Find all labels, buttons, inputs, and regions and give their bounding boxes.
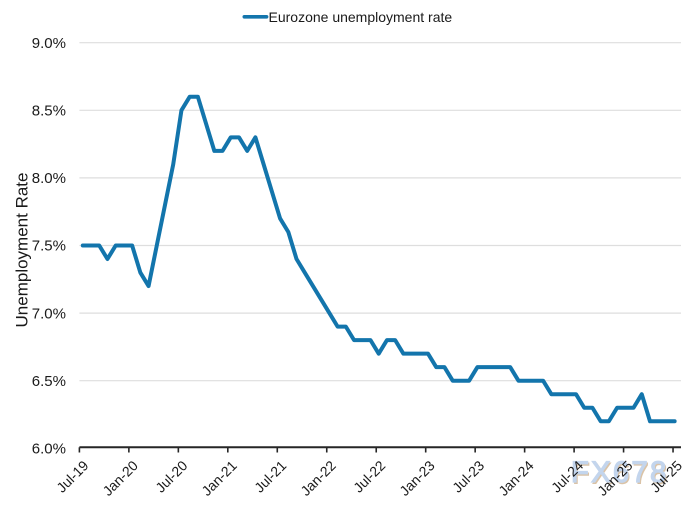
svg-text:6.0%: 6.0% <box>32 441 66 458</box>
svg-text:Unemployment Rate: Unemployment Rate <box>13 173 32 328</box>
svg-text:6.5%: 6.5% <box>32 373 66 390</box>
svg-text:7.5%: 7.5% <box>32 238 66 255</box>
svg-text:Eurozone unemployment rate: Eurozone unemployment rate <box>269 9 453 25</box>
svg-text:7.0%: 7.0% <box>32 305 66 322</box>
svg-text:8.5%: 8.5% <box>32 103 66 120</box>
svg-text:FX678: FX678 <box>572 458 670 491</box>
svg-text:8.0%: 8.0% <box>32 170 66 187</box>
svg-text:FX678: FX678 <box>571 456 669 489</box>
svg-text:9.0%: 9.0% <box>32 35 66 52</box>
